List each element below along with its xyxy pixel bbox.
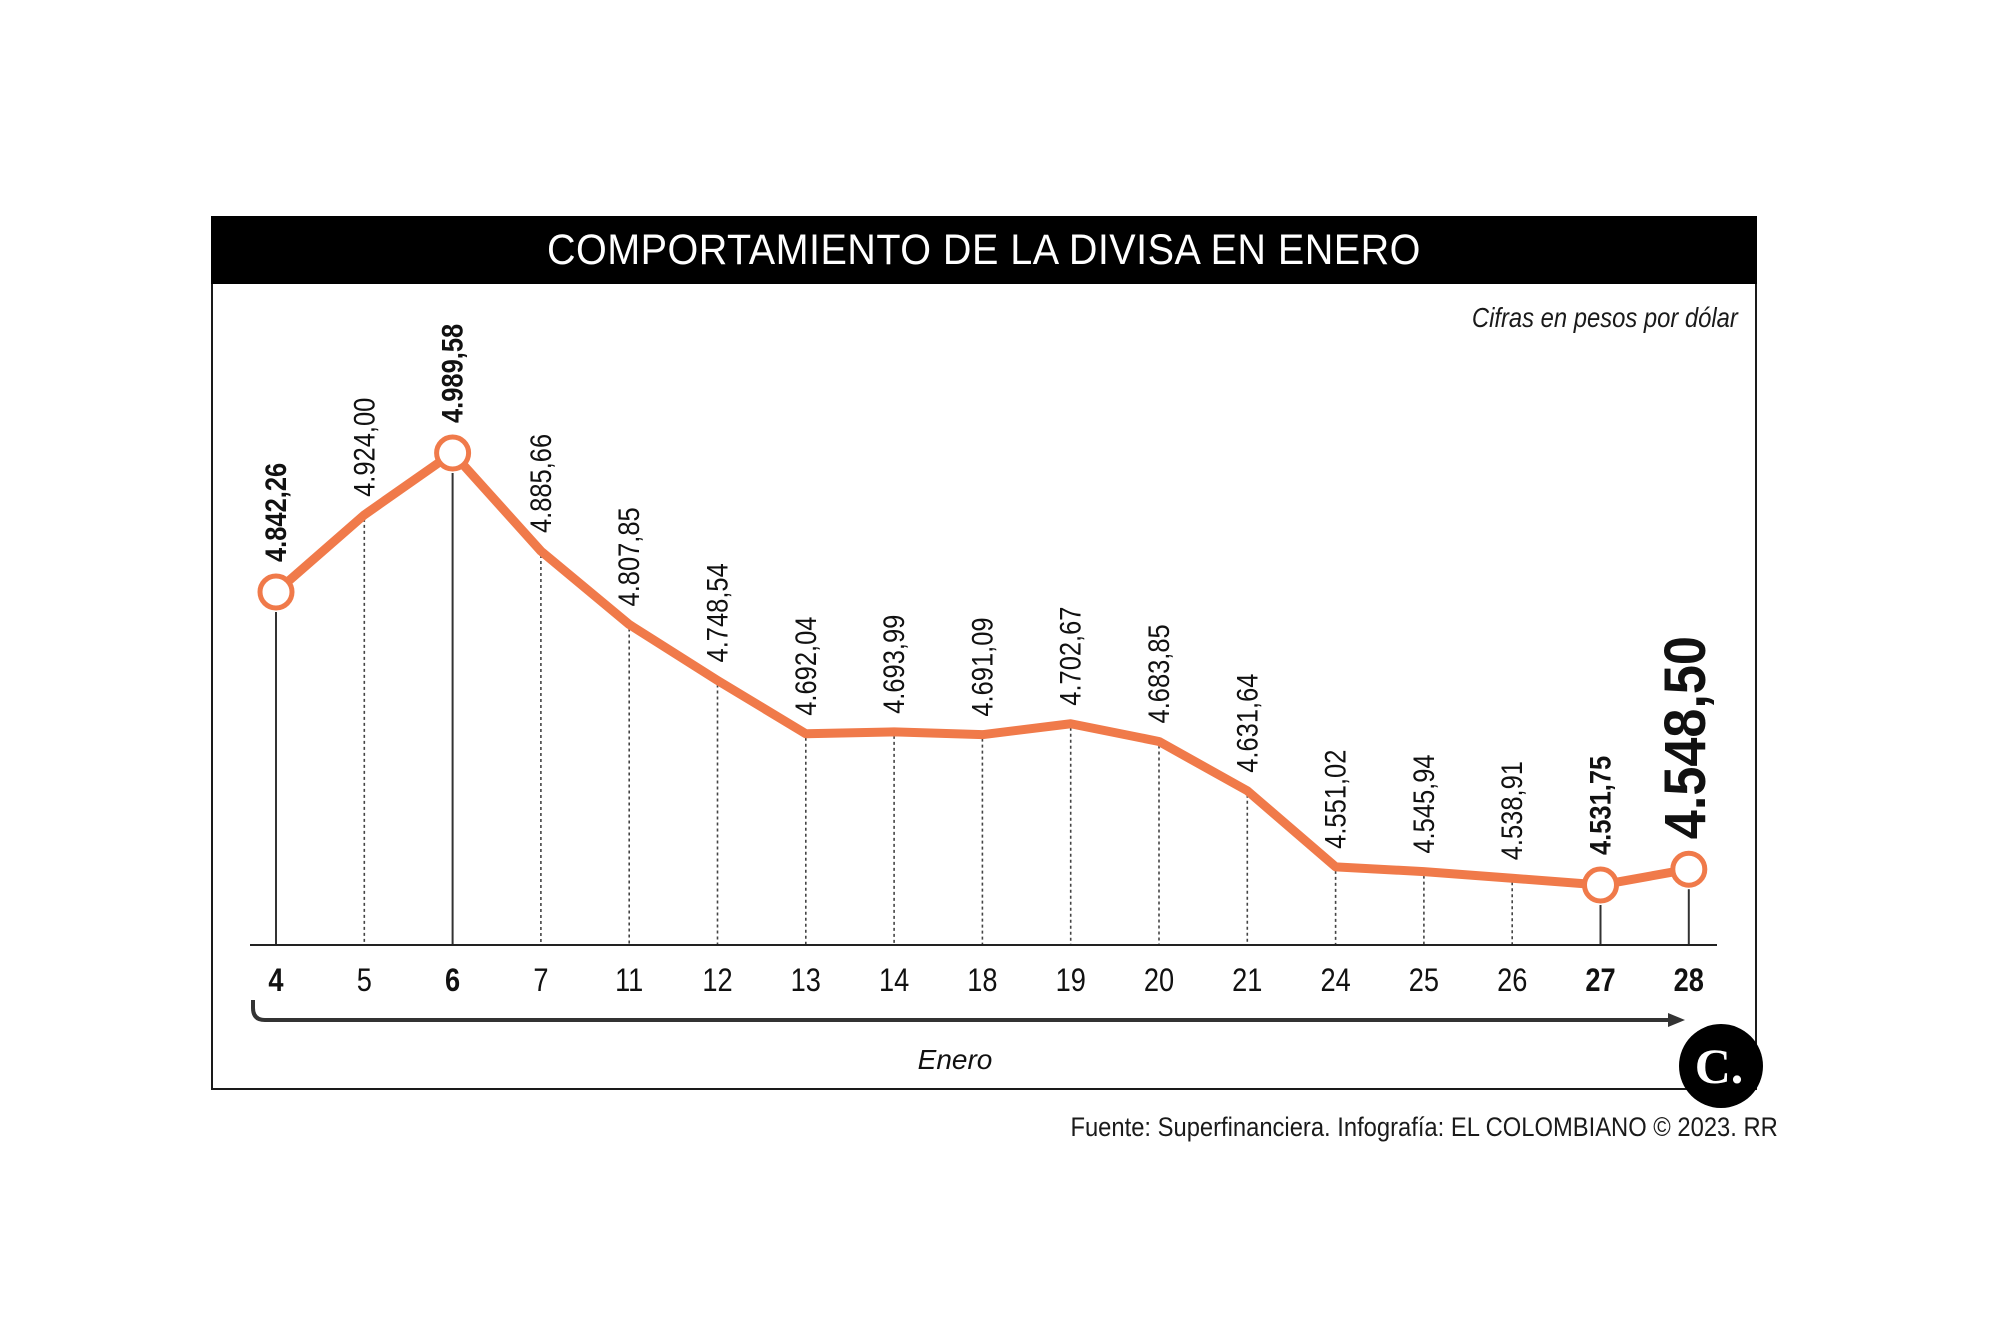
data-label: 4.692,04 (789, 617, 822, 716)
x-tick-label: 14 (879, 963, 909, 999)
data-point-marker (1582, 866, 1619, 904)
data-points (257, 434, 1708, 904)
x-tick-label: 28 (1674, 963, 1704, 999)
data-label: 4.545,94 (1407, 754, 1440, 853)
x-tick-label: 18 (967, 963, 997, 999)
data-point-marker (1670, 850, 1708, 888)
data-label: 4.807,85 (612, 507, 645, 606)
title-bar: COMPORTAMIENTO DE LA DIVISA EN ENERO (211, 216, 1757, 284)
x-tick-labels: 4 5 6 7 11 12 13 14 18 19 20 21 24 25 26 27 28 (268, 963, 1703, 999)
chart-title: COMPORTAMIENTO DE LA DIVISA EN ENERO (547, 225, 1421, 274)
data-label: 4.531,75 (1584, 756, 1617, 855)
data-label: 4.548,50 (1652, 636, 1717, 839)
x-tick-label: 12 (702, 963, 732, 999)
arrow-head-icon (1668, 1013, 1685, 1027)
data-point-marker (257, 573, 295, 611)
data-label: 4.748,54 (701, 563, 734, 662)
el-colombiano-logo-icon: C. (1679, 1024, 1763, 1108)
x-tick-label: 27 (1585, 963, 1615, 999)
x-tick-label: 7 (533, 963, 548, 999)
x-tick-label: 5 (357, 963, 372, 999)
time-bracket-arrow (251, 1000, 1668, 1022)
data-labels: 4.842,26 4.924,00 4.989,58 4.885,66 4.807,85… (259, 324, 1717, 860)
series-line (271, 448, 1694, 890)
x-axis-label: Enero (918, 1044, 993, 1075)
x-tick-label: 25 (1409, 963, 1439, 999)
x-tick-label: 19 (1056, 963, 1086, 999)
data-label: 4.989,58 (436, 324, 469, 423)
logo-letter: C. (1695, 1038, 1744, 1094)
x-tick-label: 20 (1144, 963, 1174, 999)
data-label: 4.885,66 (524, 434, 557, 533)
data-label: 4.842,26 (259, 463, 292, 562)
x-tick-label: 26 (1497, 963, 1527, 999)
data-point-marker (434, 434, 472, 472)
x-tick-label: 6 (445, 963, 460, 999)
data-label: 4.631,64 (1230, 674, 1263, 773)
x-tick-label: 21 (1232, 963, 1262, 999)
x-tick-label: 11 (615, 963, 643, 999)
x-tick-label: 24 (1320, 963, 1350, 999)
x-tick-label: 13 (791, 963, 821, 999)
data-label: 4.691,09 (965, 617, 998, 716)
x-tick-label: 4 (268, 963, 284, 999)
source-credit: Fuente: Superfinanciera. Infografía: EL … (1070, 1112, 1778, 1142)
data-label: 4.551,02 (1319, 750, 1352, 849)
data-label: 4.683,85 (1142, 624, 1175, 723)
data-label: 4.702,67 (1054, 607, 1087, 706)
data-label: 4.693,99 (877, 615, 910, 714)
data-label: 4.538,91 (1495, 761, 1528, 860)
guide-lines (275, 473, 1690, 945)
data-label: 4.924,00 (347, 398, 380, 497)
chart-subtitle: Cifras en pesos por dólar (1472, 302, 1738, 333)
